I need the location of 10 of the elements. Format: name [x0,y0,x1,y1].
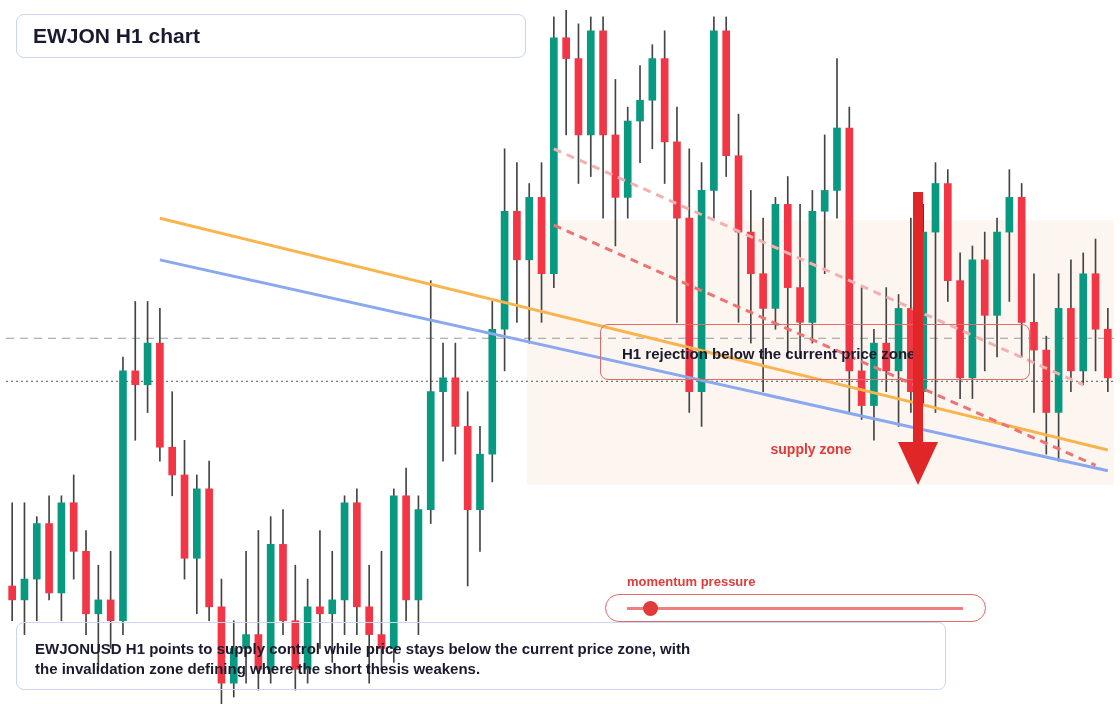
candlestick [131,301,140,441]
candlestick [439,342,447,462]
candlestick [562,10,570,136]
title-box: EWJON H1 chart [16,14,526,58]
candlestick [8,502,16,622]
candlestick [636,65,644,164]
band-label: supply zone [770,440,852,457]
annotation: momentum pressure [627,574,756,589]
candlestick [820,134,829,275]
candlestick [1030,273,1038,413]
